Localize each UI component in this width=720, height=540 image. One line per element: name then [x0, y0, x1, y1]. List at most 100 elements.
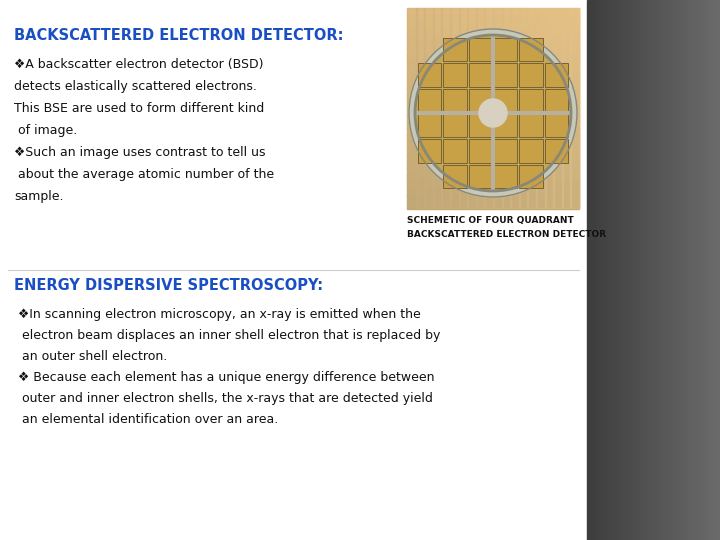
Text: BACKSCATTERED ELECTRON DETECTOR: BACKSCATTERED ELECTRON DETECTOR — [407, 230, 606, 239]
Bar — [710, 0, 714, 540]
Text: ❖In scanning electron microscopy, an x-ray is emitted when the: ❖In scanning electron microscopy, an x-r… — [18, 308, 420, 321]
Bar — [570, 8, 580, 208]
Text: This BSE are used to form different kind: This BSE are used to form different kind — [14, 102, 264, 115]
Bar — [494, 165, 518, 188]
Bar — [693, 0, 698, 540]
Text: an outer shell electron.: an outer shell electron. — [18, 350, 167, 363]
Bar — [418, 89, 441, 112]
Bar — [703, 0, 708, 540]
Bar — [683, 0, 688, 540]
Bar — [418, 63, 441, 86]
Bar — [407, 68, 579, 76]
Bar — [476, 8, 485, 208]
Text: ❖A backscatter electron detector (BSD): ❖A backscatter electron detector (BSD) — [14, 58, 264, 71]
Bar — [562, 8, 572, 208]
Bar — [613, 0, 618, 540]
Bar — [654, 0, 658, 540]
Bar — [544, 63, 568, 86]
Bar — [441, 8, 451, 208]
Bar — [444, 165, 467, 188]
Bar — [667, 0, 671, 540]
Text: an elemental identification over an area.: an elemental identification over an area… — [18, 413, 278, 426]
Bar — [407, 188, 579, 195]
Bar — [650, 0, 654, 540]
Bar — [469, 89, 492, 112]
Bar — [418, 139, 441, 163]
Text: outer and inner electron shells, the x-rays that are detected yield: outer and inner electron shells, the x-r… — [18, 392, 433, 405]
Bar — [407, 114, 579, 123]
Bar — [677, 0, 681, 540]
Bar — [519, 114, 543, 137]
Bar — [407, 15, 579, 22]
Bar — [680, 0, 685, 540]
Bar — [673, 0, 678, 540]
Bar — [469, 63, 492, 86]
Bar — [407, 201, 579, 209]
Bar — [630, 0, 634, 540]
Bar — [444, 114, 467, 137]
Bar — [407, 108, 579, 116]
Bar — [407, 148, 579, 156]
Bar — [706, 0, 711, 540]
Bar — [544, 114, 568, 137]
Bar — [424, 8, 433, 208]
Bar — [617, 0, 621, 540]
Bar — [687, 0, 691, 540]
Bar — [519, 89, 543, 112]
Text: about the average atomic number of the: about the average atomic number of the — [14, 168, 274, 181]
Bar — [0, 0, 587, 540]
Text: ENERGY DISPERSIVE SPECTROSCOPY:: ENERGY DISPERSIVE SPECTROSCOPY: — [14, 278, 323, 293]
Bar — [450, 8, 459, 208]
Bar — [587, 0, 591, 540]
Bar — [418, 114, 441, 137]
Bar — [607, 0, 611, 540]
Bar — [407, 134, 579, 143]
Bar — [407, 128, 579, 136]
Bar — [407, 48, 579, 56]
Circle shape — [479, 99, 507, 127]
Bar — [407, 75, 579, 82]
Text: detects elastically scattered electrons.: detects elastically scattered electrons. — [14, 80, 257, 93]
Bar — [716, 0, 720, 540]
Bar — [444, 38, 467, 62]
Bar — [626, 0, 631, 540]
Bar — [647, 0, 651, 540]
Bar — [600, 0, 605, 540]
Bar — [644, 0, 648, 540]
Bar — [519, 38, 543, 62]
Bar — [620, 0, 624, 540]
Bar — [610, 0, 614, 540]
Bar — [697, 0, 701, 540]
Bar — [444, 139, 467, 163]
Bar — [519, 165, 543, 188]
Text: SCHEMETIC OF FOUR QUADRANT: SCHEMETIC OF FOUR QUADRANT — [407, 216, 574, 225]
Bar — [469, 139, 492, 163]
Bar — [553, 8, 563, 208]
Bar — [469, 38, 492, 62]
Bar — [444, 89, 467, 112]
Bar — [502, 8, 511, 208]
Bar — [519, 63, 543, 86]
Text: ❖Such an image uses contrast to tell us: ❖Such an image uses contrast to tell us — [14, 146, 266, 159]
Bar — [700, 0, 704, 540]
Bar — [467, 8, 477, 208]
Bar — [593, 0, 598, 540]
Bar — [407, 55, 579, 62]
Bar — [493, 8, 503, 208]
Text: of image.: of image. — [14, 124, 77, 137]
Bar — [407, 102, 579, 109]
Bar — [407, 8, 417, 208]
Bar — [407, 181, 579, 189]
Bar — [407, 161, 579, 169]
Bar — [660, 0, 665, 540]
Circle shape — [415, 35, 571, 191]
Bar — [536, 8, 546, 208]
Bar — [494, 114, 518, 137]
Bar — [590, 0, 595, 540]
Bar — [527, 8, 537, 208]
Bar — [415, 8, 426, 208]
Bar — [407, 141, 579, 149]
Bar — [407, 88, 579, 96]
Text: sample.: sample. — [14, 190, 63, 203]
Bar — [407, 154, 579, 163]
